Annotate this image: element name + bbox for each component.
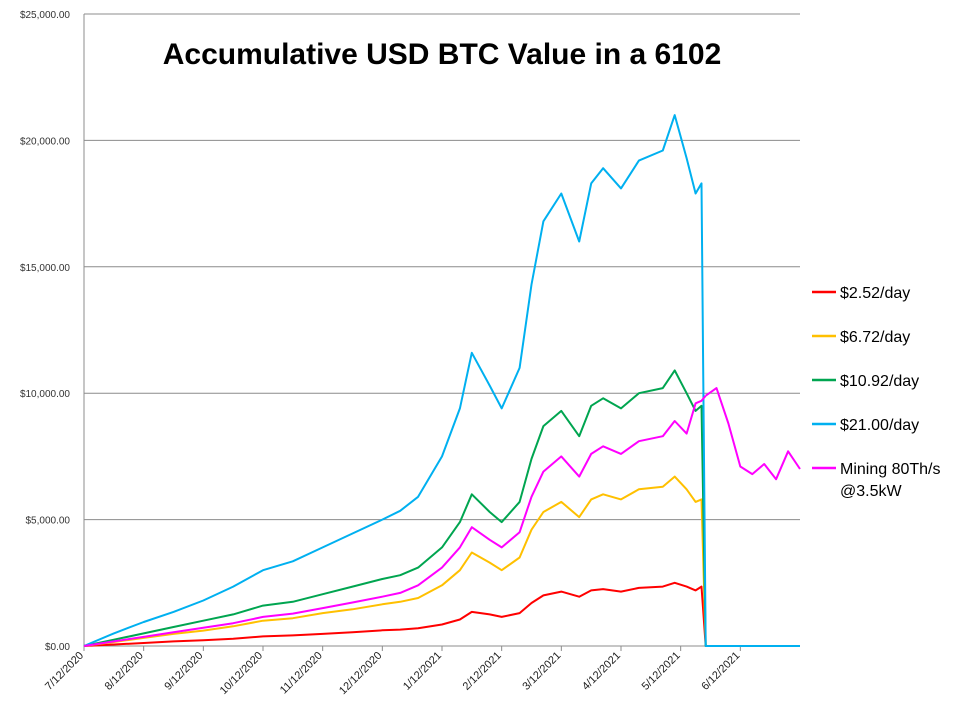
- legend-label: Mining 80Th/s @3.5kW: [840, 461, 941, 500]
- y-tick-label: $25,000.00: [20, 10, 70, 21]
- y-tick-label: $10,000.00: [20, 389, 70, 400]
- x-tick-label: 9/12/2020: [162, 650, 205, 693]
- y-tick-label: $0.00: [45, 642, 70, 653]
- x-tick-label: 3/12/2021: [520, 650, 563, 693]
- legend-label: $2.52/day: [840, 285, 910, 302]
- gridlines: [84, 13, 800, 647]
- y-tick-label: $15,000.00: [20, 263, 70, 274]
- x-tick-label: 4/12/2021: [580, 650, 623, 693]
- x-tick-label: 7/12/2020: [43, 650, 86, 693]
- x-tick-label: 10/12/2020: [218, 650, 265, 697]
- series-line-5: [705, 387, 801, 481]
- x-tick-label: 11/12/2020: [278, 650, 325, 697]
- series-line-2: [83, 369, 800, 647]
- series-lines: [83, 114, 801, 647]
- y-tick-labels: $0.00 $5,000.00 $10,000.00 $15,000.00 $20,00…: [20, 10, 70, 653]
- series-line-3: [83, 114, 800, 647]
- x-tick-label: 2/12/2021: [461, 650, 504, 693]
- legend: $2.52/day $6.72/day $10.92/day $21.00/day Mi…: [812, 285, 941, 500]
- series-line-1: [83, 475, 800, 647]
- x-tick-label: 6/12/2021: [699, 650, 742, 693]
- x-tick-label: 1/12/2021: [401, 650, 444, 693]
- chart-title: Accumulative USD BTC Value in a 6102: [163, 38, 722, 71]
- y-tick-label: $20,000.00: [20, 136, 70, 147]
- x-tick-label: 8/12/2020: [103, 650, 146, 693]
- legend-label: $6.72/day: [840, 329, 910, 346]
- x-tick-label: 5/12/2021: [640, 650, 683, 693]
- y-tick-label: $5,000.00: [26, 516, 71, 527]
- series-line-4: [83, 395, 707, 647]
- x-tick-label: 12/12/2020: [337, 650, 384, 697]
- legend-label: $21.00/day: [840, 417, 919, 434]
- axes: [83, 14, 800, 647]
- legend-label: $10.92/day: [840, 373, 919, 390]
- series-line-0: [83, 581, 800, 647]
- x-tick-labels: 7/12/2020 8/12/2020 9/12/2020 10/12/2020 11/…: [43, 646, 742, 697]
